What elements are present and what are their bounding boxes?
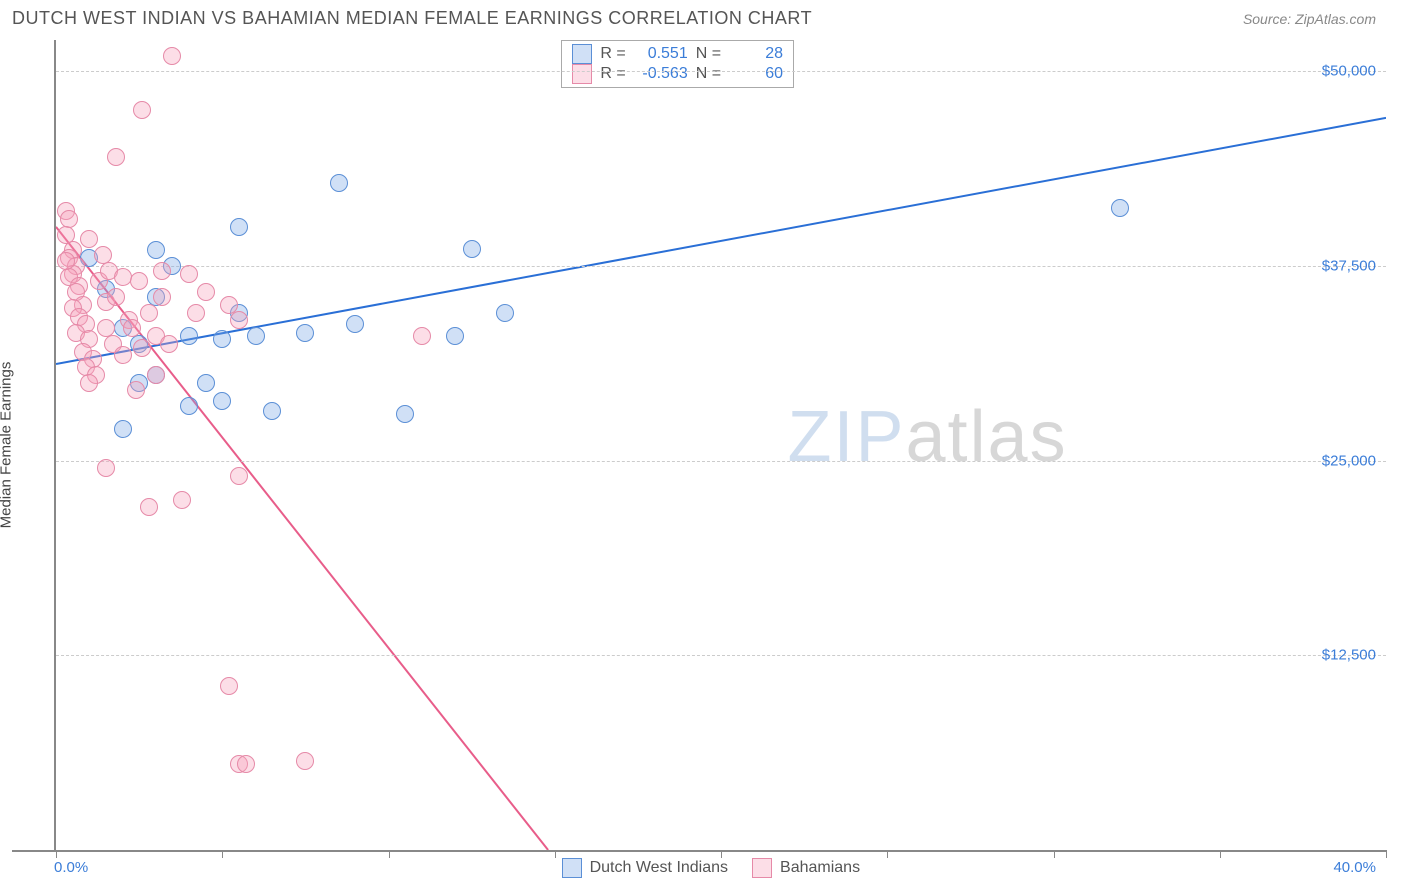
data-point	[153, 288, 171, 306]
data-point	[114, 346, 132, 364]
x-tick	[222, 850, 223, 858]
data-point	[463, 240, 481, 258]
gridline	[56, 461, 1386, 462]
stat-r-label: R =	[600, 45, 625, 63]
data-point	[496, 304, 514, 322]
data-point	[80, 230, 98, 248]
legend-item: Dutch West Indians	[562, 858, 728, 878]
stat-n-label: N =	[696, 45, 721, 63]
x-tick	[887, 850, 888, 858]
data-point	[127, 381, 145, 399]
data-point	[187, 304, 205, 322]
data-point	[160, 335, 178, 353]
y-tick-label: $25,000	[1322, 452, 1376, 469]
data-point	[296, 324, 314, 342]
stats-row: R = 0.551 N = 28	[572, 44, 783, 64]
legend-label: Dutch West Indians	[590, 859, 728, 877]
data-point	[230, 218, 248, 236]
data-point	[147, 366, 165, 384]
legend-label: Bahamians	[780, 859, 860, 877]
stat-r-value: 0.551	[634, 45, 688, 63]
x-tick	[1386, 850, 1387, 858]
data-point	[213, 330, 231, 348]
data-point	[80, 374, 98, 392]
chart-source: Source: ZipAtlas.com	[1243, 11, 1376, 27]
data-point	[197, 283, 215, 301]
gridline	[56, 655, 1386, 656]
data-point	[346, 315, 364, 333]
gridline	[56, 71, 1386, 72]
data-point	[247, 327, 265, 345]
gridline	[56, 266, 1386, 267]
data-point	[147, 241, 165, 259]
legend-item: Bahamians	[752, 858, 860, 878]
series-swatch	[572, 64, 592, 84]
stat-n-value: 60	[729, 65, 783, 83]
data-point	[413, 327, 431, 345]
x-axis-max-label: 40.0%	[1333, 859, 1376, 876]
data-point	[97, 459, 115, 477]
data-point	[237, 755, 255, 773]
stats-row: R = -0.563 N = 60	[572, 64, 783, 84]
stats-legend-box: R = 0.551 N = 28 R = -0.563 N = 60	[561, 40, 794, 88]
x-tick	[1220, 850, 1221, 858]
data-point	[114, 268, 132, 286]
data-point	[140, 304, 158, 322]
data-point	[140, 498, 158, 516]
y-tick-label: $12,500	[1322, 647, 1376, 664]
data-point	[107, 288, 125, 306]
x-tick	[555, 850, 556, 858]
watermark-part1: ZIP	[788, 397, 906, 477]
data-point	[213, 392, 231, 410]
legend-swatch	[562, 858, 582, 878]
x-tick	[1054, 850, 1055, 858]
series-legend: Dutch West Indians Bahamians	[562, 858, 860, 878]
data-point	[197, 374, 215, 392]
x-tick	[721, 850, 722, 858]
x-tick	[389, 850, 390, 858]
data-point	[446, 327, 464, 345]
data-point	[153, 262, 171, 280]
data-point	[107, 148, 125, 166]
data-point	[163, 47, 181, 65]
data-point	[180, 327, 198, 345]
y-tick-label: $50,000	[1322, 63, 1376, 80]
series-swatch	[572, 44, 592, 64]
y-axis-label: Median Female Earnings	[0, 362, 15, 529]
data-point	[263, 402, 281, 420]
stat-n-value: 28	[729, 45, 783, 63]
data-point	[133, 101, 151, 119]
data-point	[396, 405, 414, 423]
chart-area: Median Female Earnings ZIPatlas R =0.551…	[12, 40, 1386, 852]
stat-n-label: N =	[696, 65, 721, 83]
data-point	[57, 252, 75, 270]
data-point	[230, 311, 248, 329]
data-point	[1111, 199, 1129, 217]
watermark: ZIPatlas	[788, 396, 1068, 478]
stat-r-label: R =	[600, 65, 625, 83]
watermark-part2: atlas	[906, 397, 1068, 477]
stat-r-value: -0.563	[634, 65, 688, 83]
data-point	[296, 752, 314, 770]
chart-header: DUTCH WEST INDIAN VS BAHAMIAN MEDIAN FEM…	[0, 0, 1406, 33]
chart-title: DUTCH WEST INDIAN VS BAHAMIAN MEDIAN FEM…	[12, 8, 812, 29]
data-point	[180, 397, 198, 415]
x-axis-min-label: 0.0%	[54, 859, 88, 876]
data-point	[173, 491, 191, 509]
legend-swatch	[752, 858, 772, 878]
data-point	[230, 467, 248, 485]
data-point	[133, 339, 151, 357]
data-point	[123, 319, 141, 337]
data-point	[180, 265, 198, 283]
data-point	[114, 420, 132, 438]
plot-region: ZIPatlas R = 0.551 N = 28 R = -0.563 N = 60 $12…	[54, 40, 1386, 850]
trend-lines	[56, 40, 1386, 850]
y-tick-label: $37,500	[1322, 257, 1376, 274]
data-point	[220, 677, 238, 695]
data-point	[130, 272, 148, 290]
x-tick	[56, 850, 57, 858]
data-point	[330, 174, 348, 192]
